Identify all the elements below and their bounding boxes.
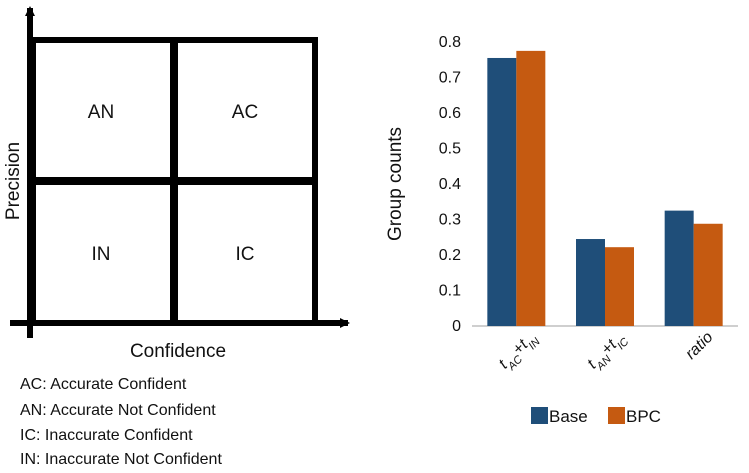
legend-in: IN: Inaccurate Not Confident: [20, 451, 222, 468]
y-tick-label: 0.4: [439, 176, 461, 193]
category-label: ratio: [682, 329, 716, 363]
quadrant-label-an: AN: [88, 102, 114, 123]
category-label: tAC+tIN: [496, 329, 543, 376]
quadrant-label-ic: IC: [236, 244, 255, 265]
y-tick-labels: 0 0.1 0.2 0.3 0.4 0.5 0.6 0.7 0.8: [439, 34, 461, 335]
y-tick-label: 0.3: [439, 212, 461, 229]
y-tick-label: 0.8: [439, 34, 461, 51]
legend-label-base: Base: [549, 407, 588, 426]
legend-ic: IC: Inaccurate Confident: [20, 427, 193, 444]
bar-chart: Group counts 0 0.1 0.2 0.3 0.4 0.5 0.6 0.7 0.8 t…: [385, 34, 738, 426]
bars: [487, 50, 723, 326]
chart-legend: Base BPC: [531, 407, 661, 426]
legend-swatch-bpc: [608, 407, 625, 424]
y-tick-label: 0.6: [439, 105, 461, 122]
y-tick-label: 0.2: [439, 247, 461, 264]
bar-base-1: [576, 239, 605, 326]
legend-swatch-base: [531, 407, 548, 424]
bar-bpc-1: [605, 247, 634, 326]
legend-an: AN: Accurate Not Confident: [20, 402, 216, 419]
y-tick-label: 0.5: [439, 141, 461, 158]
bar-bpc-0: [516, 50, 546, 326]
category-labels: tAC+tIN tAN+tIC ratio: [496, 329, 717, 376]
legend-label-bpc: BPC: [626, 407, 661, 426]
category-label: tAN+tIC: [584, 329, 631, 376]
quadrant-diagram: AN AC IN IC Confidence Precision: [3, 6, 350, 362]
y-tick-label: 0: [452, 318, 461, 335]
y-tick-label: 0.7: [439, 70, 461, 87]
quadrant-label-ac: AC: [232, 102, 258, 123]
bar-bpc-2: [693, 223, 723, 326]
y-tick-label: 0.1: [439, 283, 461, 300]
precision-axis-label: Precision: [3, 142, 24, 220]
confidence-axis-label: Confidence: [130, 341, 226, 362]
bar-base-2: [664, 210, 694, 326]
legend-ac: AC: Accurate Confident: [20, 376, 187, 393]
bar-base-0: [487, 57, 517, 326]
y-axis-title: Group counts: [385, 127, 406, 241]
quadrant-label-in: IN: [92, 244, 111, 265]
